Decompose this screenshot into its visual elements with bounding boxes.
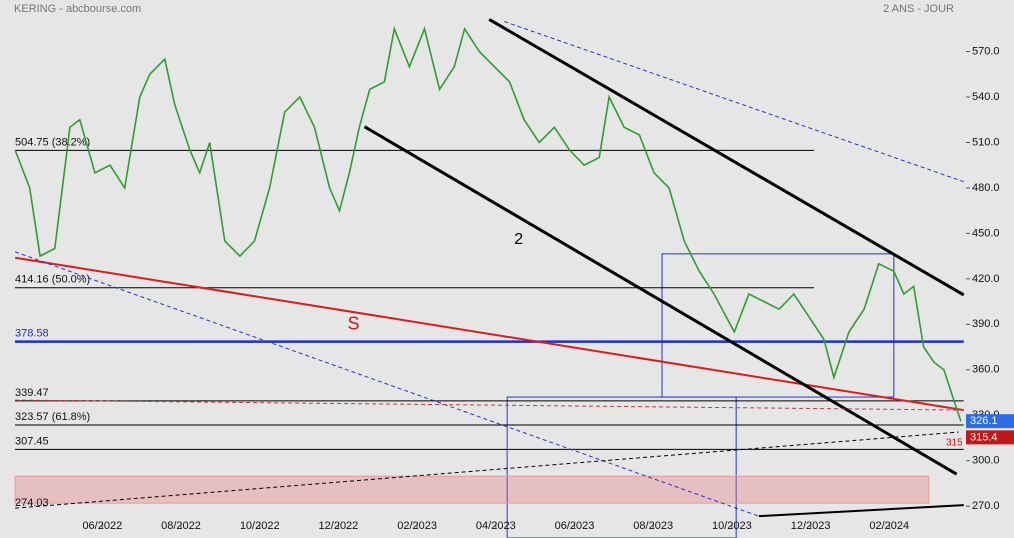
x-tick-label: 10/2023 bbox=[712, 520, 752, 532]
price-line bbox=[14, 25, 962, 422]
price-tag-label: 315.4 bbox=[970, 431, 998, 443]
zone-box bbox=[14, 475, 930, 504]
x-tick-label: 12/2022 bbox=[319, 520, 359, 532]
marker-label: 315 bbox=[946, 438, 963, 449]
x-tick-label: 08/2022 bbox=[161, 520, 201, 532]
y-tick-label: 540.0 bbox=[972, 91, 1000, 103]
x-tick-label: 02/2024 bbox=[869, 520, 909, 532]
chart-subtitle: 2 ANS - JOUR bbox=[883, 3, 954, 15]
y-tick-label: 300.0 bbox=[972, 455, 1000, 467]
y-tick-label: 420.0 bbox=[972, 273, 1000, 285]
y-tick-label: 270.0 bbox=[972, 500, 1000, 512]
x-tick-label: 02/2023 bbox=[397, 520, 437, 532]
price-tag-label: 326.1 bbox=[970, 415, 998, 427]
price-tag bbox=[966, 414, 1014, 429]
price-tag bbox=[966, 430, 1014, 445]
trend-line bbox=[14, 251, 759, 517]
level-label: 378.58 bbox=[15, 328, 49, 340]
x-tick-label: 06/2023 bbox=[555, 520, 595, 532]
level-label: 504.75 (38.2%) bbox=[15, 136, 90, 148]
x-tick-label: 06/2022 bbox=[82, 520, 122, 532]
x-tick-label: 10/2022 bbox=[240, 520, 280, 532]
trend-line bbox=[15, 431, 959, 509]
trend-line bbox=[363, 125, 958, 476]
annotation: 2 bbox=[514, 231, 523, 248]
chart-title: KERING - abcbourse.com bbox=[14, 3, 141, 15]
trend-line bbox=[758, 504, 964, 518]
level-label: 323.57 (61.8%) bbox=[15, 411, 90, 423]
x-tick-label: 08/2023 bbox=[633, 520, 673, 532]
level-label: 274.03 bbox=[15, 497, 49, 509]
level-label: 414.16 (50.0%) bbox=[15, 274, 90, 286]
x-tick-label: 12/2023 bbox=[791, 520, 831, 532]
level-label: 339.47 bbox=[15, 387, 49, 399]
y-tick-label: 360.0 bbox=[972, 364, 1000, 376]
level-label: 307.45 bbox=[15, 435, 49, 447]
y-tick-label: 510.0 bbox=[972, 136, 1000, 148]
x-tick-label: 04/2023 bbox=[476, 520, 516, 532]
y-tick-label: 390.0 bbox=[972, 318, 1000, 330]
annotation: S bbox=[348, 314, 360, 334]
zone-box bbox=[661, 253, 895, 398]
y-tick-label: 450.0 bbox=[972, 227, 1000, 239]
trend-line bbox=[488, 18, 965, 297]
y-tick-label: 570.0 bbox=[972, 45, 1000, 57]
y-tick-label: 480.0 bbox=[972, 182, 1000, 194]
